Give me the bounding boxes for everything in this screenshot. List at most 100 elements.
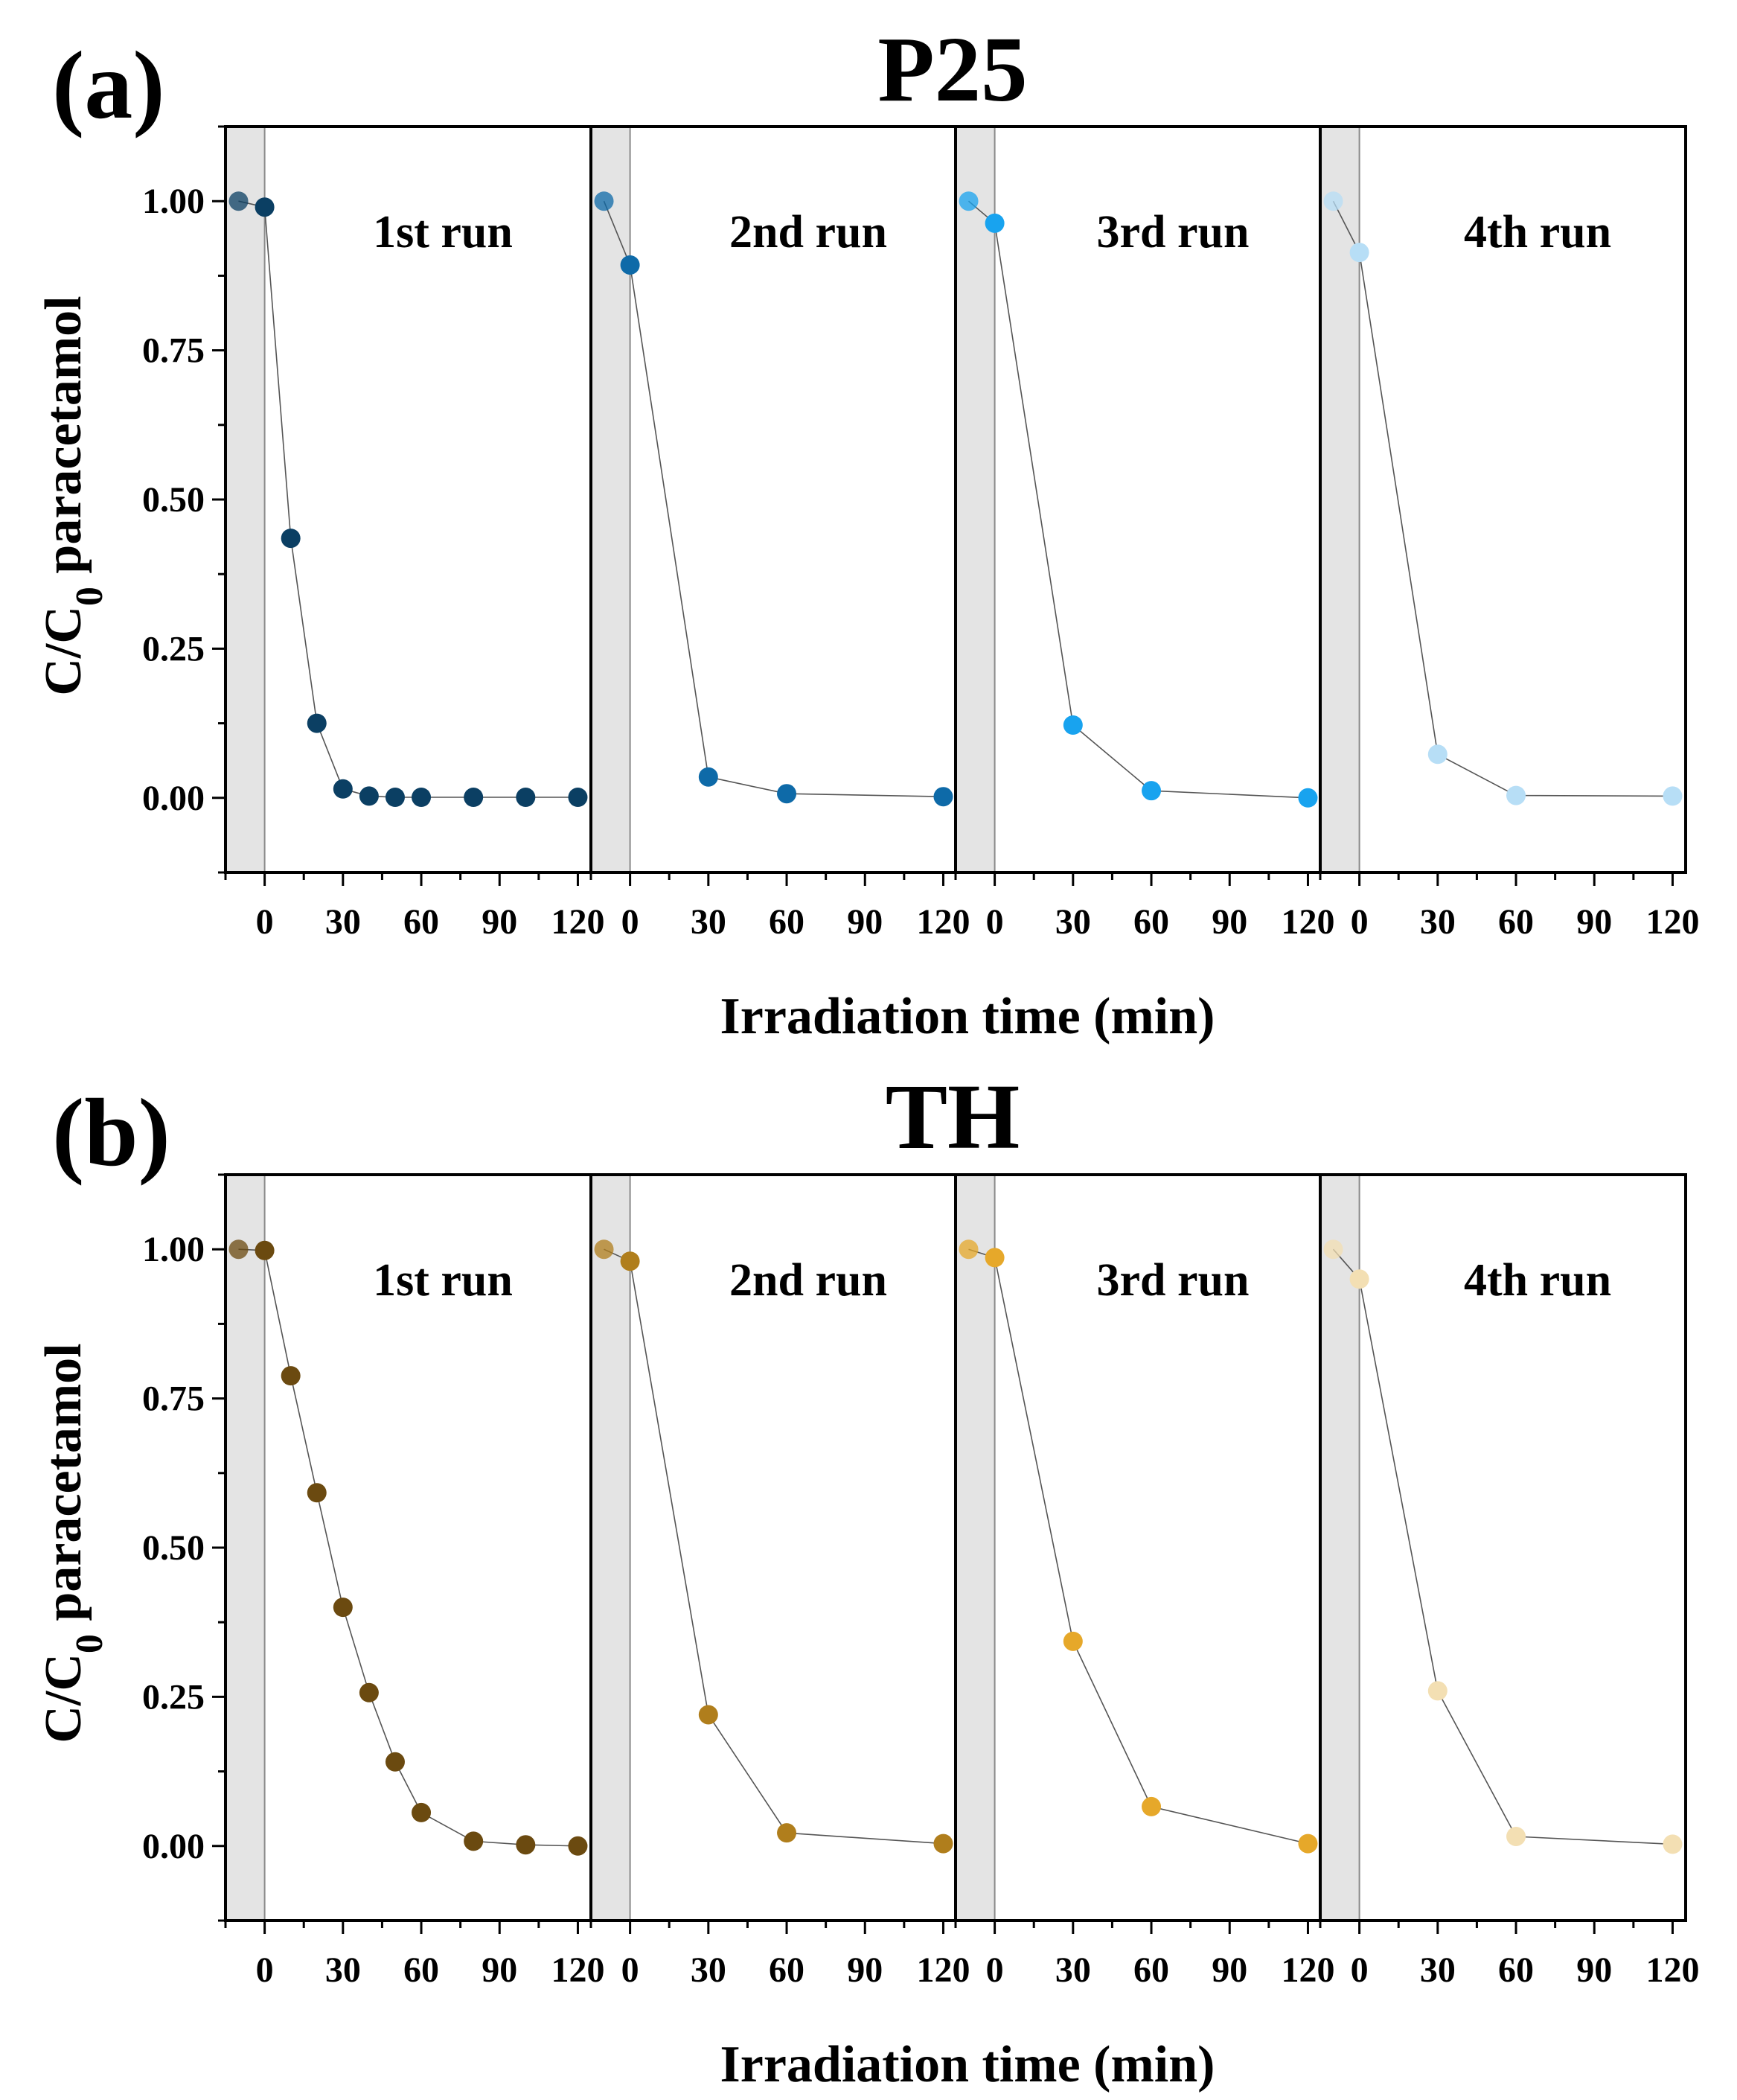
data-point xyxy=(359,786,379,806)
series-line xyxy=(238,200,578,798)
series-line xyxy=(1332,1248,1673,1845)
data-point xyxy=(777,784,797,804)
data-point xyxy=(568,1836,588,1856)
data-point xyxy=(412,787,432,807)
x-tick-label: 30 xyxy=(691,902,726,942)
x-tick-label: 90 xyxy=(1212,1950,1247,1990)
x-tick-label: 60 xyxy=(769,902,804,942)
run-label: 4th run xyxy=(1464,207,1611,258)
x-tick-label: 0 xyxy=(256,902,274,942)
dark-region xyxy=(956,1175,995,1921)
series-line xyxy=(1332,200,1673,797)
x-tick-label: 60 xyxy=(1498,902,1534,942)
x-tick-label: 0 xyxy=(1351,1950,1369,1990)
data-point xyxy=(1298,1833,1318,1854)
y-tick-label: 0.00 xyxy=(142,779,205,818)
dark-region xyxy=(1320,1175,1360,1921)
data-point xyxy=(255,1240,275,1260)
run-label: 1st run xyxy=(373,1255,513,1306)
data-point xyxy=(698,767,718,787)
y-axis-title-rest: paracetamol xyxy=(35,296,92,587)
x-tick-label: 60 xyxy=(1133,902,1169,942)
data-point xyxy=(516,787,536,807)
x-tick-label: 90 xyxy=(482,1950,517,1990)
y-tick-label: 0.50 xyxy=(142,1528,205,1568)
data-point xyxy=(255,197,275,217)
data-point xyxy=(281,1366,301,1386)
x-tick-label: 90 xyxy=(1212,902,1247,942)
x-tick-label: 120 xyxy=(551,902,604,942)
run-label: 3rd run xyxy=(1097,207,1250,258)
data-point xyxy=(1142,1796,1162,1816)
y-tick-label: 0.25 xyxy=(142,1677,205,1717)
data-point xyxy=(620,255,640,275)
data-point xyxy=(1063,715,1083,735)
chart-title: TH xyxy=(886,1066,1020,1169)
dark-region xyxy=(591,1175,630,1921)
x-tick-label: 0 xyxy=(621,1950,639,1990)
panel-label: (b) xyxy=(52,1079,170,1187)
x-tick-label: 60 xyxy=(403,1950,439,1990)
run-label: 3rd run xyxy=(1097,1255,1250,1306)
x-axis-title: Irradiation time (min) xyxy=(720,2036,1215,2093)
x-tick-label: 30 xyxy=(1055,1950,1091,1990)
x-tick-label: 0 xyxy=(1351,902,1369,942)
data-point xyxy=(594,1239,614,1260)
panel-b: (b) TH Irradiation time (min) C/C0 parac… xyxy=(35,1066,1699,2093)
y-axis-title: C/C0 paracetamol xyxy=(35,296,111,695)
data-point xyxy=(698,1705,718,1725)
data-point xyxy=(1298,788,1318,808)
y-tick-label: 0.75 xyxy=(142,1379,205,1419)
x-tick-label: 30 xyxy=(325,1950,361,1990)
data-point xyxy=(933,787,953,807)
run-label: 1st run xyxy=(373,207,513,258)
panel-a: (a) P25 Irradiation time (min) C/C0 para… xyxy=(35,19,1699,1045)
x-tick-label: 90 xyxy=(1576,1950,1612,1990)
plot-area: 0.00 0.25 0.50 0.75 1.00 1st run 0 30 60 90 120 2nd… xyxy=(142,1173,1699,1990)
data-point xyxy=(777,1823,797,1843)
x-axis-title: Irradiation time (min) xyxy=(720,988,1215,1045)
x-tick-label: 90 xyxy=(1576,902,1612,942)
data-point xyxy=(1349,243,1369,263)
x-tick-label: 120 xyxy=(1645,1950,1699,1990)
data-point xyxy=(359,1682,379,1702)
data-point xyxy=(385,1752,405,1772)
data-point xyxy=(985,1248,1005,1268)
data-point xyxy=(1323,191,1343,211)
x-tick-label: 30 xyxy=(691,1950,726,1990)
x-tick-label: 0 xyxy=(256,1950,274,1990)
y-axis-title-sub: 0 xyxy=(68,587,111,606)
x-tick-label: 60 xyxy=(1133,1950,1169,1990)
data-point xyxy=(281,529,301,549)
x-tick-label: 120 xyxy=(1281,1950,1334,1990)
x-tick-label: 30 xyxy=(1055,902,1091,942)
x-tick-label: 60 xyxy=(403,902,439,942)
data-point xyxy=(412,1802,432,1822)
data-point xyxy=(307,713,327,733)
data-point xyxy=(985,213,1005,233)
data-point xyxy=(1427,744,1448,765)
data-point xyxy=(385,787,405,807)
series-line xyxy=(604,1248,944,1845)
x-tick-label: 30 xyxy=(1420,902,1456,942)
y-tick-label: 0.75 xyxy=(142,331,205,371)
x-tick-label: 120 xyxy=(1645,902,1699,942)
data-point xyxy=(568,787,588,807)
dark-region xyxy=(1320,127,1360,872)
data-point xyxy=(959,1239,979,1260)
dark-region xyxy=(225,127,265,872)
y-tick-label: 0.25 xyxy=(142,629,205,668)
dark-region xyxy=(225,1175,265,1921)
y-axis-title-rest: paracetamol xyxy=(35,1343,92,1634)
plot-area: 0.00 0.25 0.50 0.75 1.00 1st run 0 30 60 90 120 2nd… xyxy=(142,125,1699,942)
y-tick-label: 1.00 xyxy=(142,182,205,221)
dark-region xyxy=(591,127,630,872)
run-label: 2nd run xyxy=(729,207,887,258)
x-tick-label: 0 xyxy=(986,902,1004,942)
data-point xyxy=(333,1598,353,1618)
x-tick-label: 120 xyxy=(551,1950,604,1990)
x-tick-label: 120 xyxy=(916,1950,970,1990)
x-tick-label: 30 xyxy=(325,902,361,942)
data-point xyxy=(307,1483,327,1503)
